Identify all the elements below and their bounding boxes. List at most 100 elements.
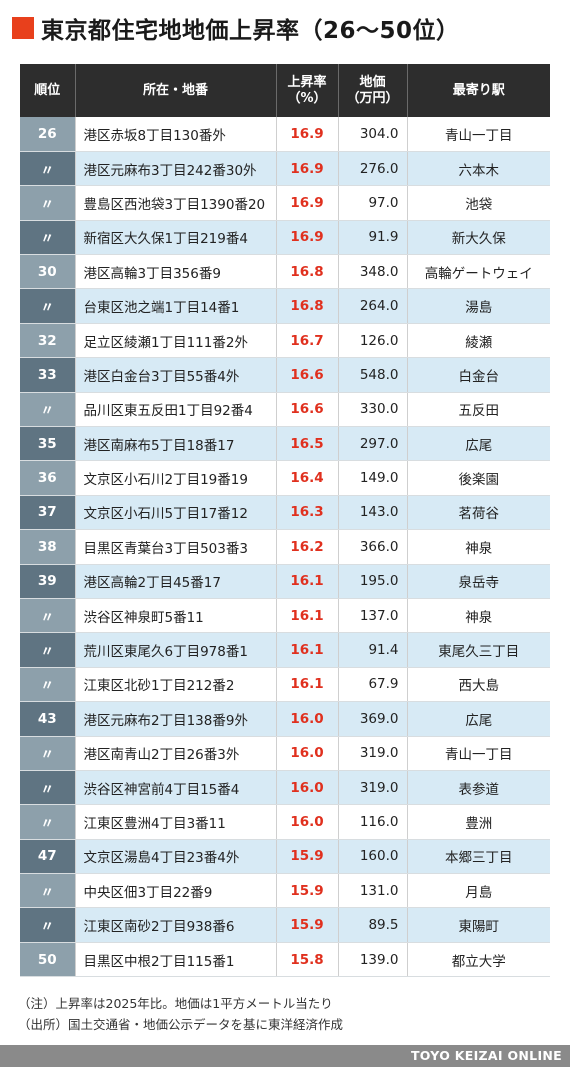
address-cell: 江東区南砂2丁目938番6 bbox=[75, 907, 277, 943]
price-cell: 149.0 bbox=[338, 460, 408, 496]
price-cell: 330.0 bbox=[338, 392, 408, 428]
rate-cell: 16.8 bbox=[276, 254, 339, 290]
rank-cell: 〃 bbox=[20, 667, 76, 703]
price-cell: 195.0 bbox=[338, 564, 408, 599]
rate-cell: 15.9 bbox=[276, 839, 339, 875]
rank-cell: 〃 bbox=[20, 873, 76, 909]
station-cell: 新大久保 bbox=[407, 220, 550, 256]
price-cell: 143.0 bbox=[338, 495, 408, 531]
header-rank: 順位 bbox=[20, 64, 76, 117]
station-cell: 東尾久三丁目 bbox=[407, 632, 550, 668]
rank-cell: 33 bbox=[20, 357, 76, 393]
price-cell: 97.0 bbox=[338, 185, 408, 221]
rate-cell: 16.6 bbox=[276, 392, 339, 428]
rank-cell: 30 bbox=[20, 254, 76, 290]
table-row: 26 港区赤坂8丁目130番外 16.9 304.0 青山一丁目 bbox=[20, 117, 550, 152]
station-cell: 都立大学 bbox=[407, 942, 550, 978]
station-cell: 広尾 bbox=[407, 701, 550, 737]
table-header-row: 順位 所在・地番 上昇率 （%） 地価 （万円） 最寄り駅 bbox=[20, 64, 550, 117]
rate-cell: 16.9 bbox=[276, 185, 339, 221]
page-title: 東京都住宅地地価上昇率（26〜50位） bbox=[41, 18, 460, 44]
rate-cell: 16.8 bbox=[276, 288, 339, 324]
rank-cell: 〃 bbox=[20, 770, 76, 806]
rate-cell: 16.5 bbox=[276, 426, 339, 462]
rate-cell: 16.0 bbox=[276, 770, 339, 806]
rate-cell: 16.0 bbox=[276, 736, 339, 771]
rank-cell: 〃 bbox=[20, 185, 76, 221]
price-cell: 131.0 bbox=[338, 873, 408, 909]
table-row: 33 港区白金台3丁目55番4外 16.6 548.0 白金台 bbox=[20, 357, 550, 393]
station-cell: 白金台 bbox=[407, 357, 550, 393]
rank-cell: 36 bbox=[20, 460, 76, 496]
address-cell: 目黒区中根2丁目115番1 bbox=[75, 942, 277, 978]
station-cell: 表参道 bbox=[407, 770, 550, 806]
rate-cell: 16.3 bbox=[276, 495, 339, 531]
address-cell: 江東区北砂1丁目212番2 bbox=[75, 667, 277, 703]
table-row: 〃豊島区西池袋3丁目1390番20 16.9 97.0 池袋 bbox=[20, 185, 550, 221]
source-text: （出所）国土交通省・地価公示データを基に東洋経済作成 bbox=[18, 1017, 344, 1032]
station-cell: 六本木 bbox=[407, 151, 550, 187]
rank-cell: 26 bbox=[20, 117, 76, 152]
price-cell: 276.0 bbox=[338, 151, 408, 187]
rank-cell: 38 bbox=[20, 529, 76, 565]
rate-cell: 16.1 bbox=[276, 598, 339, 634]
table-row: 37 文京区小石川5丁目17番12 16.3 143.0 茗荷谷 bbox=[20, 495, 550, 531]
rate-cell: 16.9 bbox=[276, 151, 339, 187]
rank-cell: 43 bbox=[20, 701, 76, 737]
rank-cell: 〃 bbox=[20, 907, 76, 943]
station-cell: 月島 bbox=[407, 873, 550, 909]
rate-cell: 16.9 bbox=[276, 220, 339, 256]
table-row: 43 港区元麻布2丁目138番9外 16.0 369.0 広尾 bbox=[20, 701, 550, 737]
address-cell: 文京区湯島4丁目23番4外 bbox=[75, 839, 277, 875]
table-row: 〃江東区北砂1丁目212番2 16.1 67.9 西大島 bbox=[20, 667, 550, 703]
rate-cell: 16.0 bbox=[276, 701, 339, 737]
station-cell: 東陽町 bbox=[407, 907, 550, 943]
station-cell: 五反田 bbox=[407, 392, 550, 428]
rate-cell: 16.7 bbox=[276, 323, 339, 359]
price-cell: 319.0 bbox=[338, 736, 408, 771]
header-price: 地価 （万円） bbox=[338, 64, 408, 117]
address-cell: 足立区綾瀬1丁目111番2外 bbox=[75, 323, 277, 359]
table-row: 50 目黒区中根2丁目115番1 15.8 139.0 都立大学 bbox=[20, 942, 550, 978]
table-row: 47 文京区湯島4丁目23番4外 15.9 160.0 本郷三丁目 bbox=[20, 839, 550, 875]
footer-brand: TOYO KEIZAI ONLINE bbox=[410, 1048, 562, 1063]
address-cell: 渋谷区神泉町5番11 bbox=[75, 598, 277, 634]
table-row: 38 目黒区青葉台3丁目503番3 16.2 366.0 神泉 bbox=[20, 529, 550, 565]
title-bar: 東京都住宅地地価上昇率（26〜50位） bbox=[12, 12, 460, 44]
rank-cell: 〃 bbox=[20, 392, 76, 428]
price-cell: 91.9 bbox=[338, 220, 408, 256]
header-rate-unit: （%） bbox=[287, 90, 327, 106]
table-row: 〃江東区豊洲4丁目3番11 16.0 116.0 豊洲 bbox=[20, 804, 550, 840]
address-cell: 港区白金台3丁目55番4外 bbox=[75, 357, 277, 393]
table-row: 〃渋谷区神泉町5番11 16.1 137.0 神泉 bbox=[20, 598, 550, 634]
price-cell: 91.4 bbox=[338, 632, 408, 668]
address-cell: 新宿区大久保1丁目219番4 bbox=[75, 220, 277, 256]
station-cell: 青山一丁目 bbox=[407, 117, 550, 152]
rate-cell: 15.9 bbox=[276, 907, 339, 943]
address-cell: 豊島区西池袋3丁目1390番20 bbox=[75, 185, 277, 221]
table-row: 〃台東区池之端1丁目14番1 16.8 264.0 湯島 bbox=[20, 288, 550, 324]
header-rate: 上昇率 （%） bbox=[276, 64, 339, 117]
rank-cell: 50 bbox=[20, 942, 76, 978]
rate-cell: 16.4 bbox=[276, 460, 339, 496]
rank-cell: 47 bbox=[20, 839, 76, 875]
address-cell: 港区南青山2丁目26番3外 bbox=[75, 736, 277, 771]
address-cell: 江東区豊洲4丁目3番11 bbox=[75, 804, 277, 840]
ranking-table: 順位 所在・地番 上昇率 （%） 地価 （万円） 最寄り駅 26 港区赤坂8丁目1… bbox=[20, 64, 550, 978]
title-marker bbox=[12, 17, 34, 39]
rank-cell: 32 bbox=[20, 323, 76, 359]
address-cell: 文京区小石川5丁目17番12 bbox=[75, 495, 277, 531]
price-cell: 126.0 bbox=[338, 323, 408, 359]
rate-cell: 15.9 bbox=[276, 873, 339, 909]
address-cell: 港区高輪2丁目45番17 bbox=[75, 564, 277, 599]
table-row: 39 港区高輪2丁目45番17 16.1 195.0 泉岳寺 bbox=[20, 564, 550, 599]
rate-cell: 16.1 bbox=[276, 667, 339, 703]
address-cell: 港区高輪3丁目356番9 bbox=[75, 254, 277, 290]
table-row: 〃中央区佃3丁目22番9 15.9 131.0 月島 bbox=[20, 873, 550, 909]
station-cell: 広尾 bbox=[407, 426, 550, 462]
price-cell: 264.0 bbox=[338, 288, 408, 324]
price-cell: 366.0 bbox=[338, 529, 408, 565]
address-cell: 目黒区青葉台3丁目503番3 bbox=[75, 529, 277, 565]
header-price-label: 地価 bbox=[359, 74, 386, 90]
rank-cell: 35 bbox=[20, 426, 76, 462]
